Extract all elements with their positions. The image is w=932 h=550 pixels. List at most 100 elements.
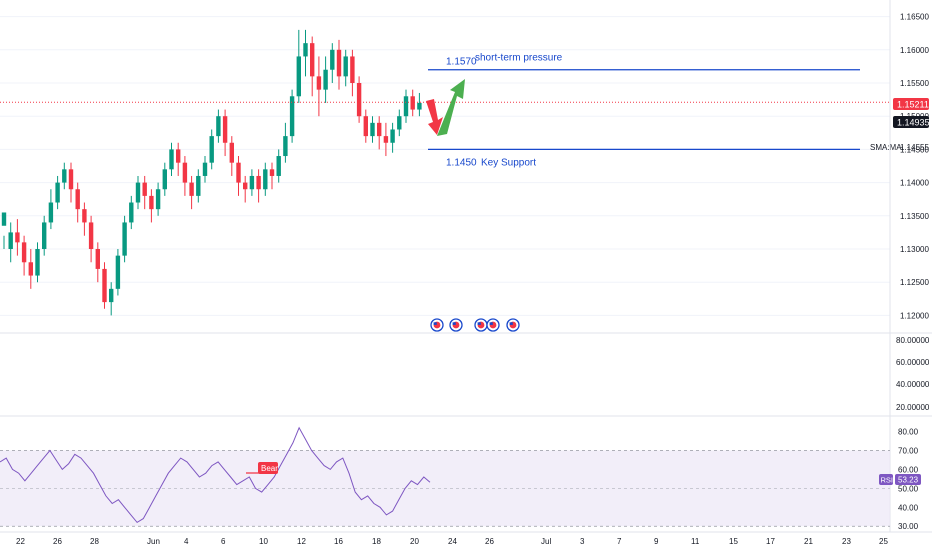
price-axis[interactable]: 1.165001.160001.155001.150001.145001.140… xyxy=(900,13,929,321)
price-tag-dark xyxy=(893,116,929,128)
date-axis[interactable]: 22 26 28 Jun 4 6 10 12 16 18 20 24 26 Jul 3 7 9 11 15 17 21 2… xyxy=(16,537,888,546)
price-grid xyxy=(0,16,890,316)
sma-indicator-label: SMA:MA xyxy=(870,143,902,152)
flag-icon[interactable] xyxy=(486,318,500,332)
candle-bear xyxy=(256,175,261,190)
price-pane[interactable] xyxy=(0,0,890,332)
price-tick-label: 1.16000 xyxy=(900,46,929,55)
candle-bull xyxy=(303,43,308,57)
date-tick-label: 17 xyxy=(766,537,775,546)
candle-bear xyxy=(356,83,362,117)
date-tick-label: 20 xyxy=(410,537,419,546)
flag-icon[interactable] xyxy=(506,318,520,332)
candle-bull xyxy=(417,102,422,110)
candle-bull xyxy=(155,189,161,210)
candle-bear xyxy=(176,149,181,163)
candle-bear xyxy=(229,142,234,163)
rsi-tick-label: 30.00 xyxy=(898,522,919,531)
support-label: Key Support xyxy=(481,157,536,168)
rsi-indicator-tag xyxy=(879,474,893,485)
date-tick-label: 4 xyxy=(184,537,189,546)
candle-bull xyxy=(162,169,167,190)
candle-bear xyxy=(377,122,382,137)
candle-bull xyxy=(115,255,121,289)
price-tick-label: 1.14500 xyxy=(900,145,929,154)
candle-bull xyxy=(323,69,328,90)
rsi-tick-label: 60.00 xyxy=(898,465,919,474)
date-tick-label: 23 xyxy=(842,537,851,546)
candle-bear xyxy=(189,182,194,196)
secondary-pane-axis[interactable]: 80.00000 60.00000 40.00000 20.00000 xyxy=(896,336,930,412)
candle-bull xyxy=(55,182,60,203)
candle-bull xyxy=(129,202,134,223)
candle-bull xyxy=(135,182,141,203)
candle-bull xyxy=(48,202,54,223)
rsi-indicator-label: RSI xyxy=(881,476,894,485)
date-tick-label: 15 xyxy=(729,537,738,546)
date-tick-label: 6 xyxy=(221,537,226,546)
candle-bull xyxy=(35,249,40,276)
date-tick-label: 22 xyxy=(16,537,25,546)
rsi-value-label: 53.23 xyxy=(898,476,919,485)
candle-bear xyxy=(68,169,74,190)
candle-bull xyxy=(276,156,281,176)
candle-bull xyxy=(397,116,402,130)
candle-bull xyxy=(109,288,114,303)
candle-bear xyxy=(383,136,389,143)
event-markers[interactable] xyxy=(430,318,520,332)
flag-icon[interactable] xyxy=(449,318,463,332)
price-tick-label: 1.15500 xyxy=(900,79,929,88)
candle-bull xyxy=(42,222,47,249)
flag-icon[interactable] xyxy=(474,318,488,332)
candle-bear xyxy=(182,162,188,183)
date-tick-label: 3 xyxy=(580,537,585,546)
candle-bear xyxy=(222,116,228,143)
candle-bear xyxy=(310,43,315,77)
candle-bear xyxy=(102,268,107,303)
candle-bull xyxy=(403,96,409,117)
price-tick-label: 1.16500 xyxy=(900,13,929,22)
candle-bear xyxy=(82,209,87,223)
bear-signal-label: Bear xyxy=(261,464,278,473)
candle-bull xyxy=(196,175,201,196)
rsi-axis[interactable]: 80.00 70.00 60.00 50.00 40.00 30.00 xyxy=(898,428,919,532)
candle-bull xyxy=(8,232,13,249)
candle-bull xyxy=(169,149,174,170)
secondary-tick-label: 80.00000 xyxy=(896,336,930,345)
price-tick-label: 1.14000 xyxy=(900,179,929,188)
candle-bear xyxy=(142,182,147,196)
candle-bull xyxy=(390,129,395,143)
price-tag-dark-label: 1.14935 xyxy=(897,118,930,128)
bear-signal-badge[interactable] xyxy=(258,462,278,474)
candle-bull xyxy=(62,169,67,183)
down-arrow-icon[interactable] xyxy=(426,99,443,135)
candle-bear xyxy=(88,222,94,249)
price-tick-label: 1.13000 xyxy=(900,245,929,254)
date-tick-label: 12 xyxy=(297,537,306,546)
candle-bull xyxy=(202,162,208,176)
candle-bear xyxy=(243,182,248,190)
candlestick-series xyxy=(1,29,422,316)
rsi-tick-label: 50.00 xyxy=(898,484,919,493)
candle-bull xyxy=(289,96,295,137)
rsi-tick-label: 70.00 xyxy=(898,447,919,456)
candle-bear xyxy=(363,116,368,137)
flag-icon[interactable] xyxy=(430,318,444,332)
date-tick-label: 7 xyxy=(617,537,622,546)
candle-bear xyxy=(75,189,80,210)
candle-bull xyxy=(216,116,221,137)
candle-bear xyxy=(350,56,355,83)
resistance-label: short-term pressure xyxy=(475,53,563,64)
date-tick-label: 24 xyxy=(448,537,457,546)
candle-bear xyxy=(95,249,100,269)
support-price-text: 1.1450 xyxy=(446,157,477,168)
up-arrow-icon[interactable] xyxy=(437,79,465,136)
date-tick-label: 26 xyxy=(485,537,494,546)
rsi-value-tag xyxy=(895,474,921,485)
price-tick-label: 1.12000 xyxy=(900,311,929,320)
date-tick-label: 28 xyxy=(90,537,99,546)
candle-bull xyxy=(1,212,7,226)
date-tick-label: 18 xyxy=(372,537,381,546)
candle-bull xyxy=(343,56,348,77)
